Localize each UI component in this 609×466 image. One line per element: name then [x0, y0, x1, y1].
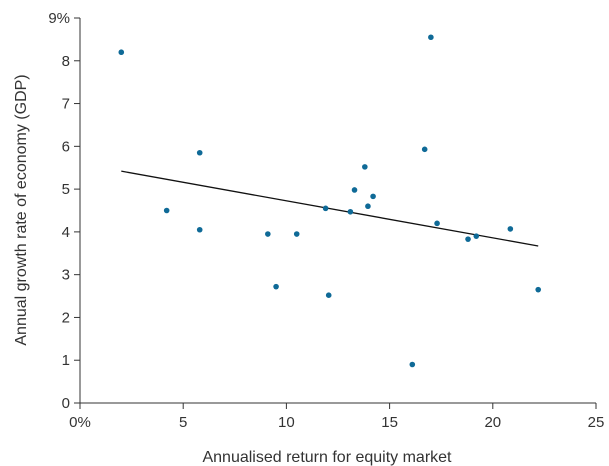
x-tick-label: 0% — [69, 414, 91, 431]
data-point — [535, 286, 542, 293]
trendline — [121, 170, 539, 247]
data-points — [118, 34, 542, 368]
data-point — [428, 34, 434, 41]
data-point — [196, 149, 203, 156]
data-point — [293, 231, 300, 237]
x-tick-label: 10 — [278, 414, 295, 431]
x-axis-title: Annualised return for equity market — [202, 449, 452, 466]
y-tick-label: 1 — [62, 352, 70, 369]
data-point — [322, 205, 329, 212]
x-tick-label: 5 — [179, 414, 187, 431]
x-tick-label: 25 — [588, 414, 605, 431]
data-point — [265, 231, 271, 237]
data-point — [273, 283, 279, 290]
data-point — [434, 220, 440, 227]
data-point — [347, 208, 354, 215]
y-tick-label: 4 — [62, 224, 70, 241]
data-point — [365, 203, 371, 210]
y-axis: 0 1 2 3 4 5 6 7 8 9% — [48, 10, 81, 412]
data-point — [507, 226, 514, 232]
y-tick-label: 8 — [62, 53, 70, 70]
y-axis-title: Annual growth rate of economy (GDP) — [13, 74, 30, 345]
data-point — [351, 187, 358, 193]
data-point — [118, 49, 125, 56]
data-point — [362, 164, 368, 170]
y-tick-label: 9% — [48, 10, 70, 27]
data-point — [370, 193, 376, 200]
x-tick-label: 15 — [381, 414, 398, 431]
data-point — [465, 236, 471, 242]
x-tick-label: 20 — [484, 414, 501, 431]
y-tick-label: 3 — [62, 267, 70, 284]
data-point — [421, 146, 428, 153]
y-tick-label: 6 — [62, 138, 70, 155]
data-point — [163, 207, 170, 214]
data-point — [473, 233, 480, 239]
data-point — [196, 226, 203, 233]
y-tick-label: 7 — [62, 96, 70, 113]
data-point — [409, 361, 416, 368]
x-axis: 0% 5 10 15 20 25 — [69, 402, 605, 431]
y-tick-label: 5 — [62, 181, 70, 198]
y-tick-label: 0 — [62, 395, 70, 412]
trendline-group — [121, 170, 539, 247]
y-tick-label: 2 — [62, 309, 70, 326]
data-point — [325, 292, 332, 299]
